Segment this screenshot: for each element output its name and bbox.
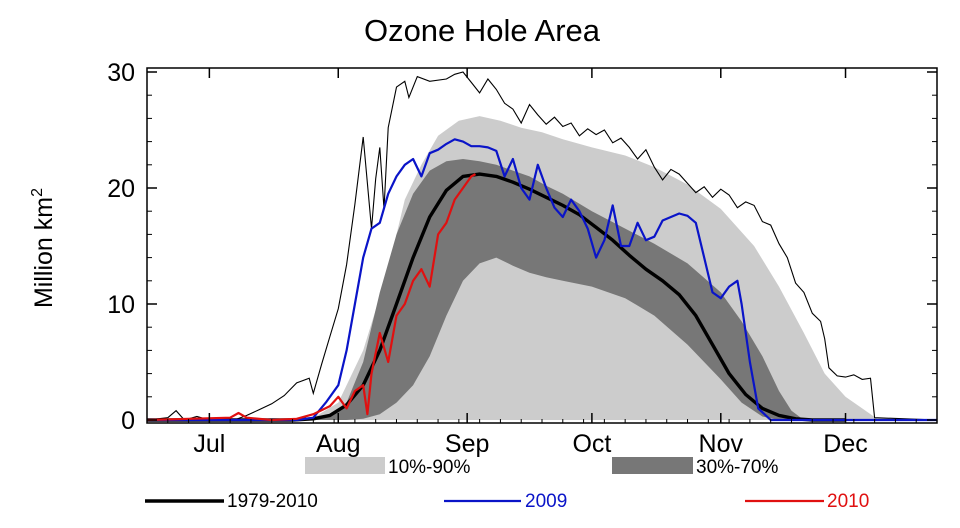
x-tick-label: Nov	[699, 430, 744, 458]
axis-ticks: 0 10 20 30 Jul Aug Sep Oct Nov Dec	[107, 59, 938, 458]
x-tick-label: Dec	[823, 430, 867, 458]
y-axis-label: Million km2	[29, 188, 58, 308]
x-tick-label: Oct	[572, 430, 611, 458]
y-tick-label: 10	[107, 291, 135, 319]
band-30-70	[305, 159, 804, 420]
y-tick-label: 0	[121, 407, 135, 435]
y-axis-label-text: Million km	[30, 197, 58, 308]
y-tick-label: 20	[107, 175, 135, 203]
legend-label: 30%-70%	[696, 457, 778, 478]
legend-label: 1979-2010	[227, 491, 318, 512]
legend-item-10-90: 10%-90%	[305, 457, 470, 478]
legend-label: 2009	[525, 491, 567, 512]
series-lines	[146, 71, 938, 422]
series-line-2010	[146, 173, 477, 422]
x-tick-label: Aug	[316, 430, 360, 458]
legend: 10%-90% 30%-70% 1979-2010 2009 2010	[145, 457, 869, 512]
chart-title: Ozone Hole Area	[364, 13, 601, 48]
y-axis-label-superscript: 2	[29, 188, 46, 197]
legend-item-1979-2010: 1979-2010	[145, 491, 318, 512]
legend-item-2009: 2009	[444, 491, 567, 512]
series-line-2009	[147, 138, 937, 422]
legend-item-30-70: 30%-70%	[612, 457, 778, 478]
legend-label: 10%-90%	[388, 457, 470, 478]
legend-swatch	[612, 457, 693, 474]
y-tick-label: 30	[107, 59, 135, 87]
legend-item-2010: 2010	[745, 491, 869, 512]
series-line-maximum	[146, 71, 938, 421]
x-tick-label: Sep	[445, 430, 489, 458]
plot-area: 0 10 20 30 Jul Aug Sep Oct Nov Dec	[107, 59, 938, 458]
percentile-bands	[147, 116, 937, 420]
legend-swatch	[305, 457, 385, 474]
x-tick-label: Jul	[193, 430, 225, 458]
legend-label: 2010	[827, 491, 869, 512]
